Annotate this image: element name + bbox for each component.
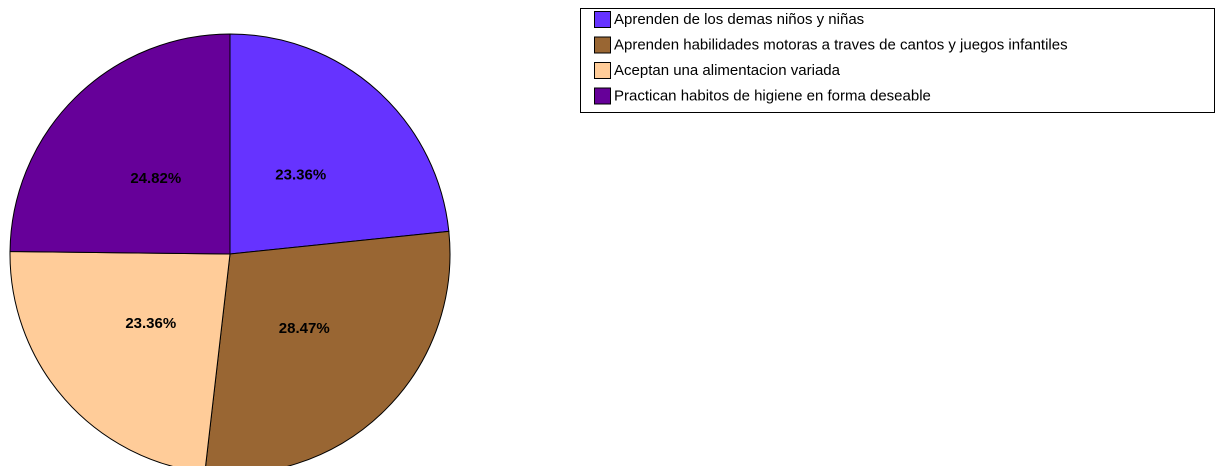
pie-slice [9,33,231,255]
data-label: 24.82% [130,170,181,187]
legend-box [580,8,1215,113]
data-label: 23.36% [275,167,326,184]
legend-label: Aprenden habilidades motoras a traves de… [614,36,1068,53]
legend-label: Aceptan una alimentacion variada [614,62,841,79]
legend-swatch [594,62,611,79]
legend-swatch [594,87,611,105]
data-label: 23.36% [125,315,176,332]
pie-slice [229,33,450,255]
legend-label: Aprenden de los demas niños y niñas [614,11,864,28]
pie-slice [205,230,451,466]
legend-swatch [594,11,611,28]
data-label: 28.47% [279,320,330,337]
legend-swatch [594,36,611,54]
pie-slice [9,250,231,466]
legend-label: Practican habitos de higiene en forma de… [614,87,931,104]
